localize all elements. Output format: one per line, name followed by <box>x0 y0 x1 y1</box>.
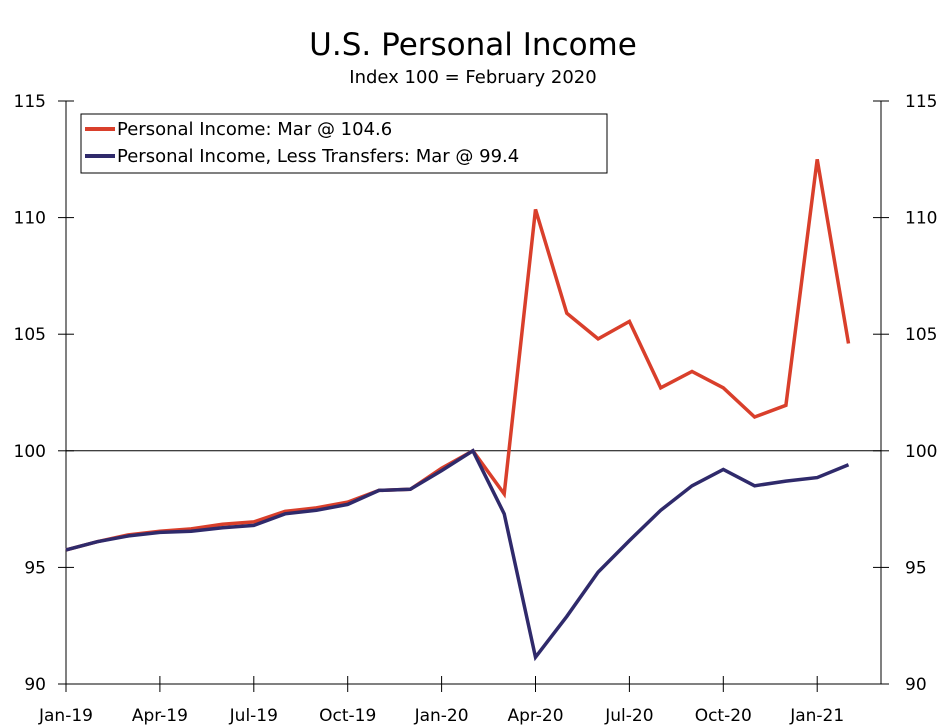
y-tick-label-right: 100 <box>905 442 937 462</box>
series-lines <box>65 159 851 662</box>
chart-title: U.S. Personal Income <box>309 27 637 63</box>
y-tick-label-right: 90 <box>905 675 927 695</box>
y-tick-label-left: 90 <box>24 675 46 695</box>
series-line-less-transfers <box>65 448 850 662</box>
legend: Personal Income: Mar @ 104.6 Personal In… <box>80 113 608 174</box>
y-tick-label-right: 105 <box>905 325 937 345</box>
y-tick-label-left: 110 <box>14 209 46 229</box>
y-tick-label-left: 95 <box>24 558 46 578</box>
x-tick-label: Jan-19 <box>38 706 93 726</box>
tick-marks: 90 90 95 95 100 100 105 105 110 110 115 115 Jan-19 Ap… <box>14 92 938 726</box>
y-tick-label-right: 110 <box>905 209 937 229</box>
y-tick-label-left: 115 <box>14 92 46 112</box>
legend-label-personal-income: Personal Income: Mar @ 104.6 <box>117 119 392 140</box>
x-tick-label: Oct-20 <box>695 706 752 726</box>
y-tick-label-left: 105 <box>14 325 46 345</box>
chart-subtitle: Index 100 = February 2020 <box>349 67 596 88</box>
axes <box>65 101 882 685</box>
x-tick-label: Jul-19 <box>229 706 278 726</box>
y-tick-label-right: 95 <box>905 558 927 578</box>
series-line-personal-income <box>65 159 851 552</box>
y-tick-label-left: 100 <box>14 442 46 462</box>
legend-label-less-transfers: Personal Income, Less Transfers: Mar @ 9… <box>117 146 519 167</box>
x-tick-label: Jan-21 <box>789 706 844 726</box>
x-tick-label: Apr-20 <box>507 706 563 726</box>
x-tick-label: Jul-20 <box>604 706 653 726</box>
x-tick-label: Jan-20 <box>414 706 469 726</box>
legend-box <box>80 113 608 174</box>
x-tick-label: Apr-19 <box>132 706 188 726</box>
x-tick-label: Oct-19 <box>319 706 376 726</box>
y-tick-label-right: 115 <box>905 92 937 112</box>
